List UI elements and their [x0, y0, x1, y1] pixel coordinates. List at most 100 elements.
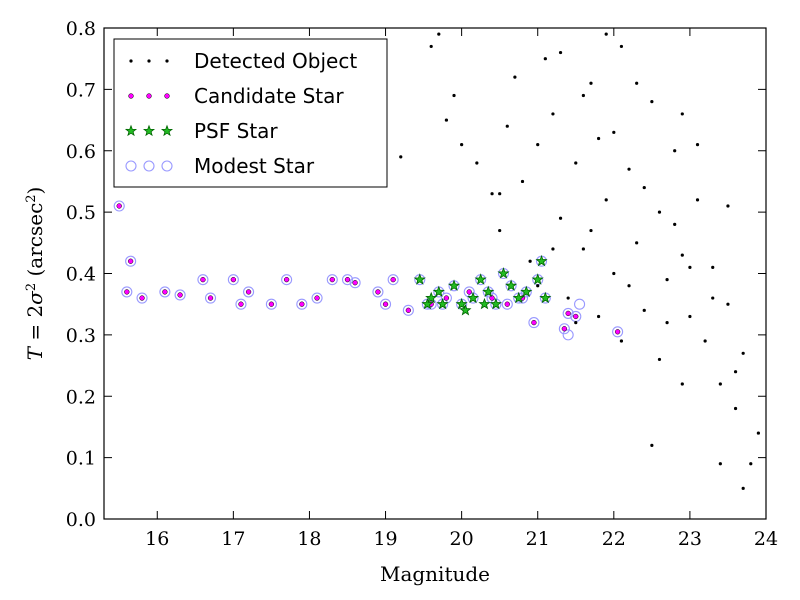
legend-item: PSF Star [124, 119, 278, 143]
legend-label: Detected Object [194, 49, 357, 73]
data-point [619, 44, 624, 49]
data-point [326, 274, 338, 286]
data-point [627, 284, 631, 288]
x-tick-label: 20 [450, 528, 474, 550]
data-point [680, 112, 684, 116]
data-point [581, 93, 585, 98]
data-point [474, 273, 487, 285]
data-point [235, 298, 247, 310]
data-point [245, 289, 252, 295]
x-tick-label: 22 [602, 528, 626, 550]
data-point [314, 295, 320, 301]
x-axis-label: Magnitude [380, 562, 490, 586]
data-point [688, 265, 692, 269]
legend-marker [146, 93, 152, 99]
data-point [604, 198, 608, 202]
data-point [447, 279, 461, 291]
legend-label: PSF Star [194, 119, 278, 143]
series-candidate-star [116, 203, 621, 335]
data-point [505, 124, 509, 128]
data-point [283, 276, 290, 283]
data-point [207, 295, 214, 301]
y-tick-label: 0.8 [66, 18, 96, 40]
legend-item: Modest Star [125, 154, 315, 178]
data-point [482, 285, 495, 298]
data-point [650, 443, 654, 447]
data-point [124, 289, 130, 295]
series-detected-object [399, 32, 760, 490]
data-point [726, 302, 730, 306]
data-point [657, 210, 662, 214]
data-point [749, 462, 753, 466]
data-point [612, 326, 624, 338]
data-point [299, 301, 305, 307]
data-point [614, 329, 621, 335]
data-point [539, 291, 552, 304]
data-point [136, 292, 148, 304]
data-point [475, 161, 479, 165]
data-point [726, 204, 730, 208]
legend-marker [147, 59, 151, 63]
data-point [680, 253, 684, 257]
data-point [574, 321, 578, 325]
data-point [159, 286, 171, 298]
data-point [116, 203, 122, 209]
y-tick-label: 0.6 [66, 141, 96, 163]
data-point [551, 247, 555, 251]
y-tick-label: 0.5 [66, 202, 96, 224]
data-point [741, 351, 745, 355]
data-point [437, 32, 441, 36]
data-point [489, 297, 502, 310]
data-point [268, 301, 275, 307]
y-label-sq: 2 [24, 283, 39, 291]
data-point [127, 258, 134, 264]
data-point [665, 278, 669, 282]
legend-marker [143, 160, 155, 172]
data-point [642, 185, 646, 190]
data-point [227, 274, 239, 286]
data-point [531, 319, 537, 326]
data-point [589, 228, 593, 233]
data-point [695, 143, 700, 147]
data-point [581, 247, 585, 251]
data-point [561, 326, 568, 332]
data-point [596, 314, 601, 319]
legend-marker [124, 124, 138, 137]
data-point [162, 289, 168, 295]
data-point [528, 259, 532, 263]
data-point [596, 136, 601, 141]
x-tick-label: 21 [526, 528, 550, 550]
data-point [695, 198, 700, 202]
data-point [604, 32, 608, 36]
legend-marker [128, 93, 134, 99]
y-label-unit: (arcsec [23, 203, 47, 283]
data-point [421, 297, 434, 310]
data-point [558, 323, 570, 335]
x-tick-label: 24 [754, 528, 778, 550]
data-point [574, 298, 586, 310]
data-point [711, 265, 715, 269]
data-point [200, 276, 206, 283]
data-point [352, 280, 358, 286]
data-point [379, 298, 392, 310]
data-point [490, 192, 494, 196]
data-point [399, 155, 403, 159]
data-point [657, 357, 662, 362]
data-point [520, 179, 525, 184]
data-point [413, 273, 426, 285]
data-point [619, 339, 624, 343]
data-point [718, 462, 722, 466]
data-point [372, 286, 384, 298]
data-point [387, 274, 399, 286]
data-point [402, 304, 414, 316]
legend-marker [164, 93, 170, 99]
data-point [505, 279, 518, 291]
data-point [688, 314, 692, 319]
data-point [497, 267, 510, 279]
data-point [627, 167, 631, 171]
legend-item: Candidate Star [128, 84, 344, 108]
legend-marker [160, 124, 174, 137]
data-point [452, 93, 456, 98]
data-point [121, 286, 133, 298]
